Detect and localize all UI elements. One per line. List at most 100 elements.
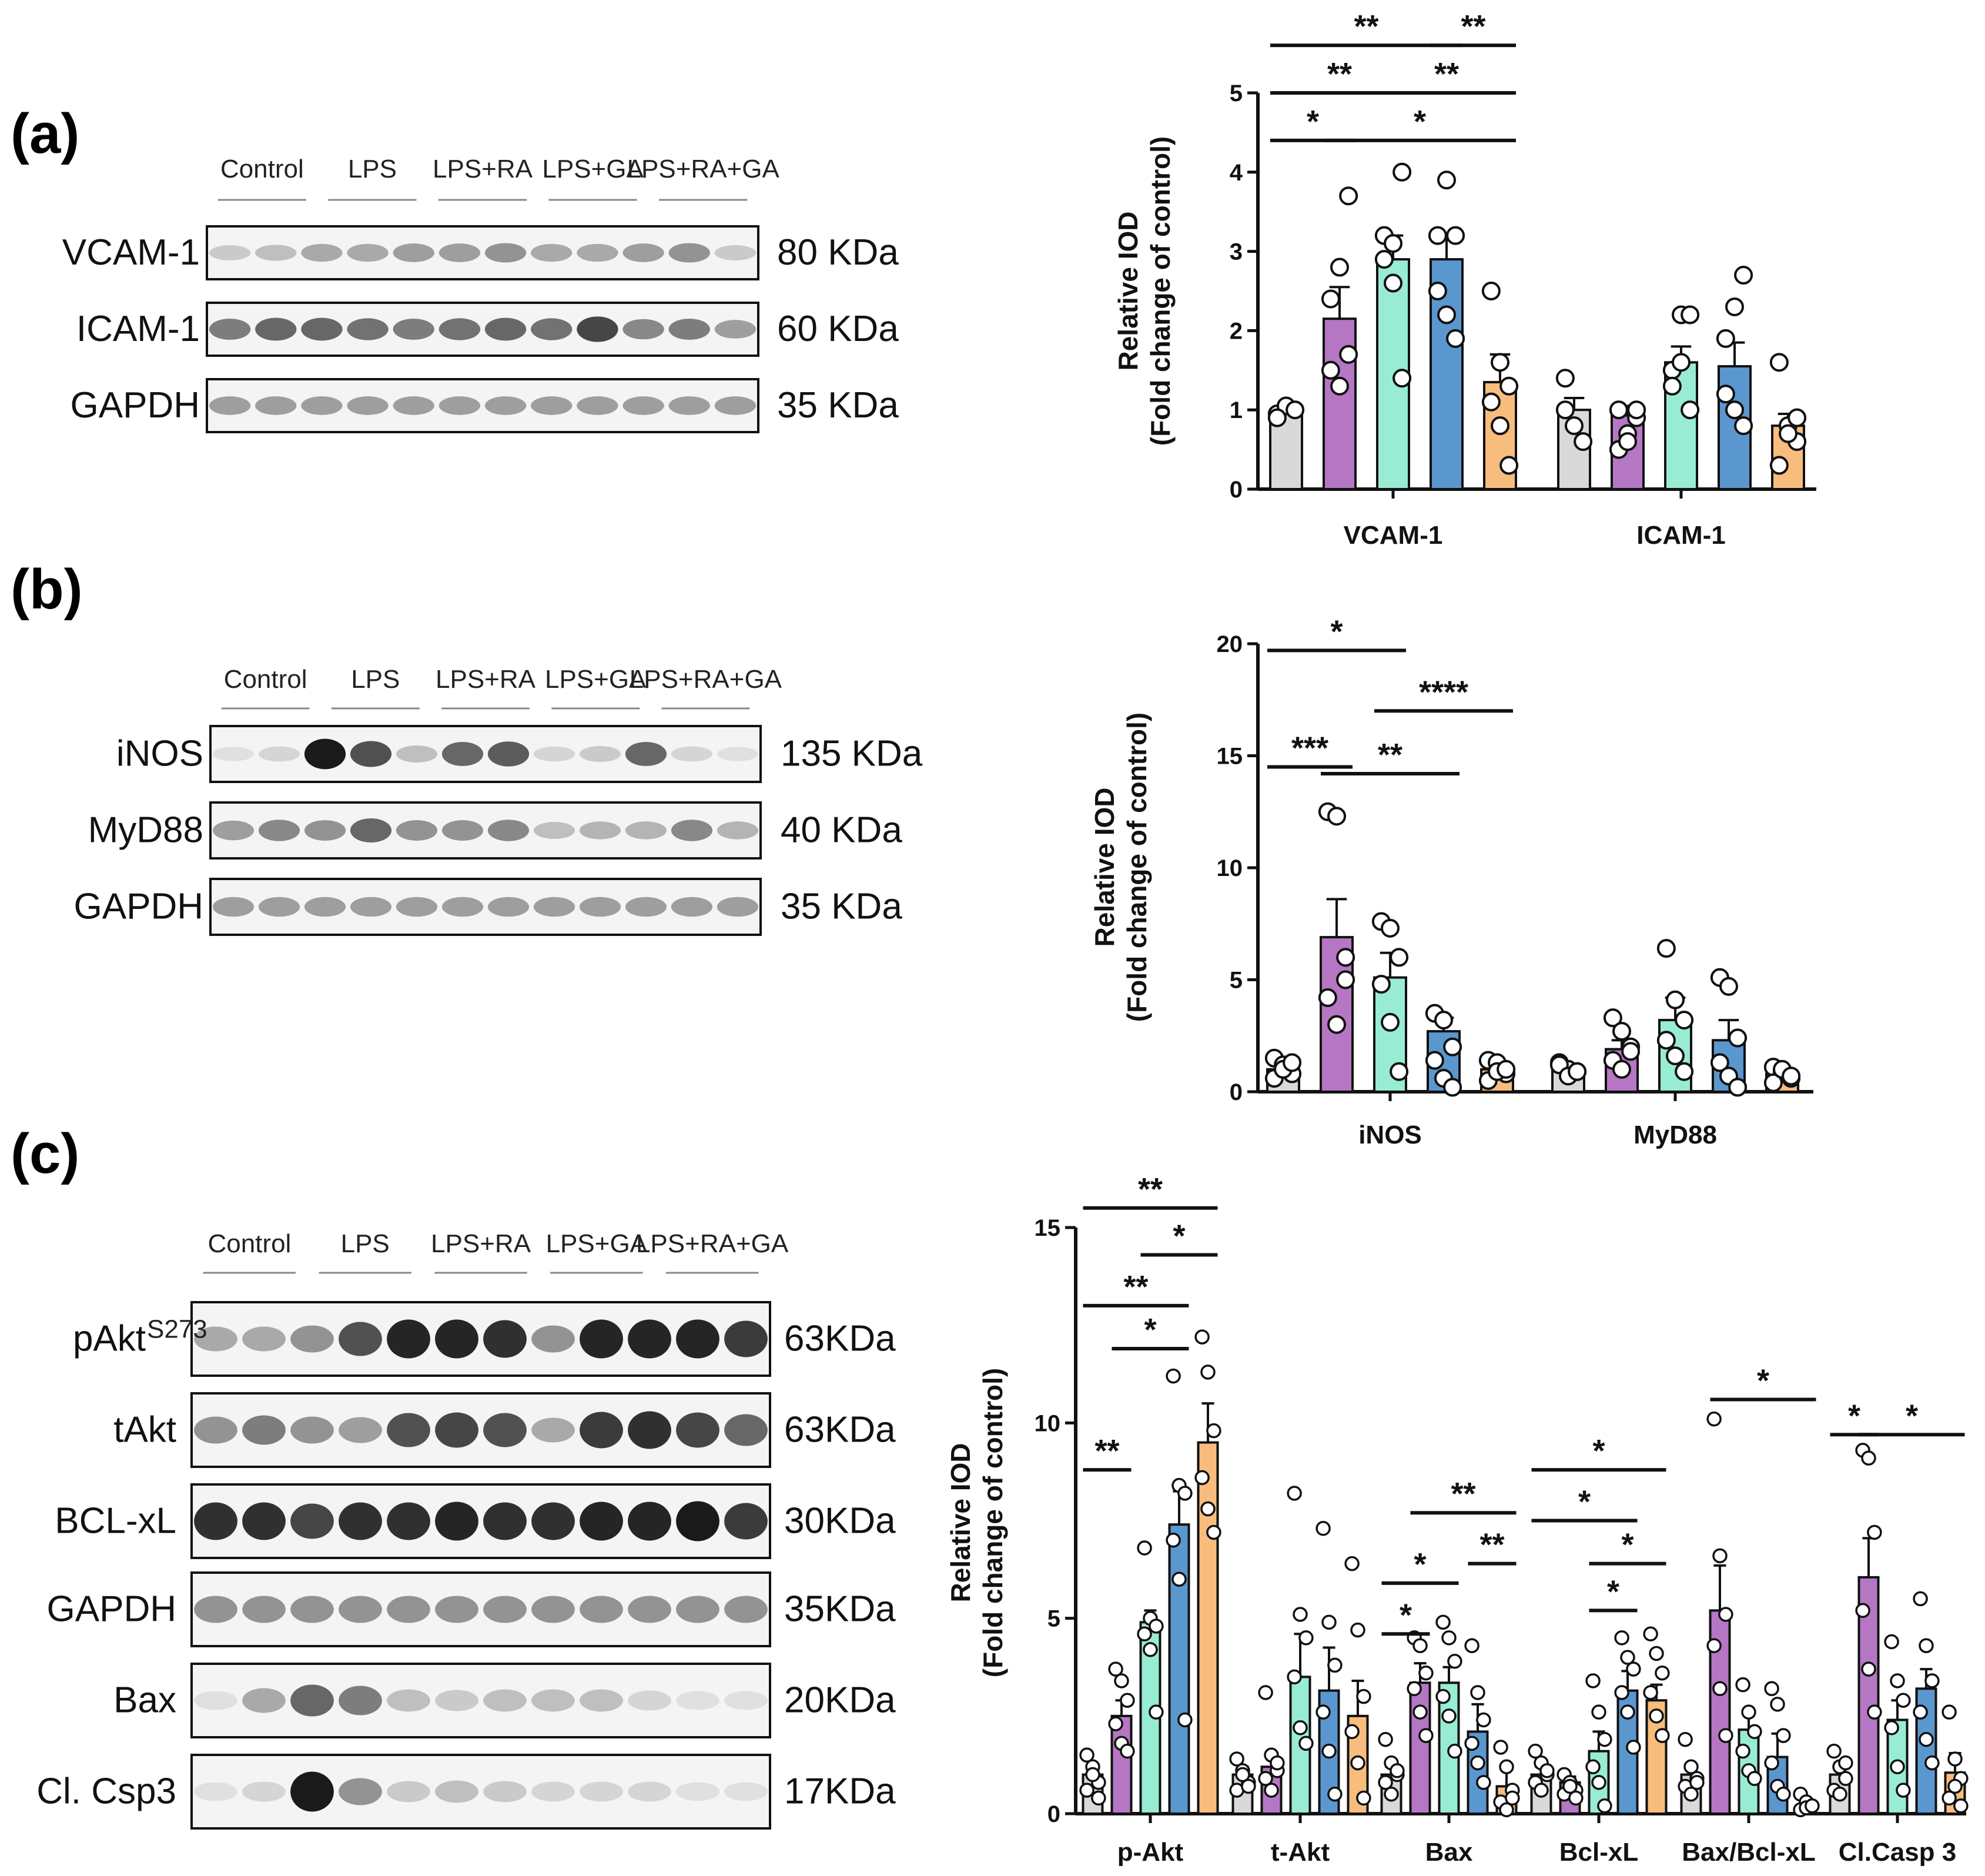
blot-band — [628, 1411, 671, 1449]
data-point — [1481, 282, 1501, 300]
blot-band — [242, 1326, 286, 1352]
data-point — [1137, 1540, 1152, 1556]
data-point — [1166, 1368, 1181, 1384]
data-point — [1747, 1724, 1762, 1740]
y-tick-label: 10 — [1217, 855, 1243, 881]
y-tick-label: 1 — [1230, 397, 1243, 423]
blot-band — [628, 1502, 671, 1541]
blot-band — [714, 396, 756, 415]
data-point — [1235, 1767, 1250, 1783]
blot-band — [628, 1781, 671, 1802]
data-point — [1913, 1704, 1928, 1720]
data-point — [1568, 1062, 1587, 1081]
blot-band — [580, 1596, 623, 1623]
blot-band — [290, 1596, 334, 1623]
data-point — [1620, 1650, 1635, 1665]
data-point — [1381, 1012, 1400, 1032]
blot-band — [209, 396, 251, 415]
lane-group-label: Control — [224, 665, 307, 694]
data-point — [1555, 369, 1575, 388]
blot-kda-label: 35KDa — [784, 1589, 896, 1630]
blot-band — [290, 1684, 334, 1717]
data-point — [1719, 977, 1738, 996]
data-point — [1318, 988, 1337, 1007]
data-point — [1675, 1011, 1694, 1030]
data-point — [1149, 1704, 1164, 1720]
significance-label: * — [1144, 1312, 1156, 1347]
x-tick-label: VCAM-1 — [1344, 521, 1443, 550]
blot-band — [671, 820, 713, 841]
blot-band — [350, 818, 392, 843]
blot-band — [483, 1689, 527, 1712]
blot-kda-label: 30KDa — [784, 1501, 896, 1541]
data-point — [1620, 1704, 1635, 1720]
lane-group-label: LPS+GA — [545, 665, 647, 694]
data-point — [1470, 1685, 1485, 1700]
data-point — [1924, 1673, 1940, 1688]
blot-band — [577, 243, 618, 262]
blot-kda-label: 80 KDa — [777, 232, 899, 273]
data-point — [1298, 1735, 1314, 1751]
data-point — [1734, 416, 1753, 436]
y-tick-label: 5 — [1230, 968, 1243, 994]
blot-band — [242, 1415, 286, 1445]
blot-kda-label: 63KDa — [784, 1410, 896, 1450]
blot-band — [580, 1689, 623, 1712]
y-tick-label: 5 — [1047, 1606, 1060, 1632]
data-point — [1626, 1661, 1641, 1677]
y-tick-label: 15 — [1035, 1215, 1061, 1241]
blot-kda-label: 60 KDa — [777, 309, 899, 349]
data-point — [1298, 1630, 1314, 1646]
bar-chart-a: 0 1 2 3 4 5 Relative IOD (Fold change of contro… — [1113, 9, 1816, 550]
data-point — [1728, 1028, 1748, 1048]
data-point — [1539, 1763, 1555, 1778]
blot-protein-label: GAPDH — [47, 1589, 176, 1630]
data-point — [1655, 1665, 1670, 1681]
data-point — [1293, 1607, 1308, 1622]
blot-band — [304, 738, 346, 770]
blot-band — [628, 1690, 671, 1711]
blot-kda-label: 135 KDa — [781, 734, 923, 774]
data-point — [1171, 1571, 1187, 1587]
blot-band — [209, 319, 251, 340]
significance-label: * — [1592, 1433, 1605, 1469]
data-point — [1143, 1642, 1158, 1657]
significance-label: * — [1307, 104, 1319, 139]
data-point — [1718, 1607, 1733, 1622]
data-point — [1649, 1646, 1664, 1661]
blot-band — [484, 396, 527, 415]
data-point — [1675, 1062, 1694, 1081]
data-point — [1381, 918, 1400, 938]
data-point — [1499, 456, 1519, 475]
data-point — [1683, 1759, 1699, 1774]
blot-band — [724, 1503, 768, 1540]
blot-band — [625, 741, 667, 767]
blot-band — [387, 1596, 430, 1623]
significance-label: ** — [1327, 56, 1352, 92]
y-tick-label: 15 — [1217, 744, 1243, 770]
data-point — [1890, 1673, 1905, 1688]
blot-band — [438, 318, 481, 340]
lane-group-label: Control — [207, 1229, 291, 1258]
y-axis-subtitle: (Fold change of control) — [1122, 713, 1152, 1022]
blot-band — [676, 1501, 719, 1541]
data-point — [1764, 1755, 1779, 1771]
blot-band — [676, 1319, 719, 1359]
data-point — [1437, 170, 1456, 190]
x-tick-label: t-Akt — [1271, 1838, 1330, 1867]
data-point — [1091, 1790, 1106, 1806]
blot-band — [441, 741, 484, 767]
data-point — [1200, 1501, 1216, 1517]
blot-band — [212, 820, 255, 841]
data-point — [1330, 376, 1349, 396]
blot-kda-label: 35 KDa — [777, 385, 899, 426]
blot-band — [724, 1596, 768, 1623]
data-point — [1287, 1669, 1302, 1685]
blot-band — [301, 396, 343, 415]
data-point — [1229, 1751, 1244, 1767]
data-point — [1350, 1755, 1365, 1771]
significance-label: ** — [1451, 1476, 1475, 1511]
data-point — [1643, 1685, 1658, 1700]
data-point — [1327, 807, 1346, 826]
data-point — [1855, 1603, 1870, 1618]
